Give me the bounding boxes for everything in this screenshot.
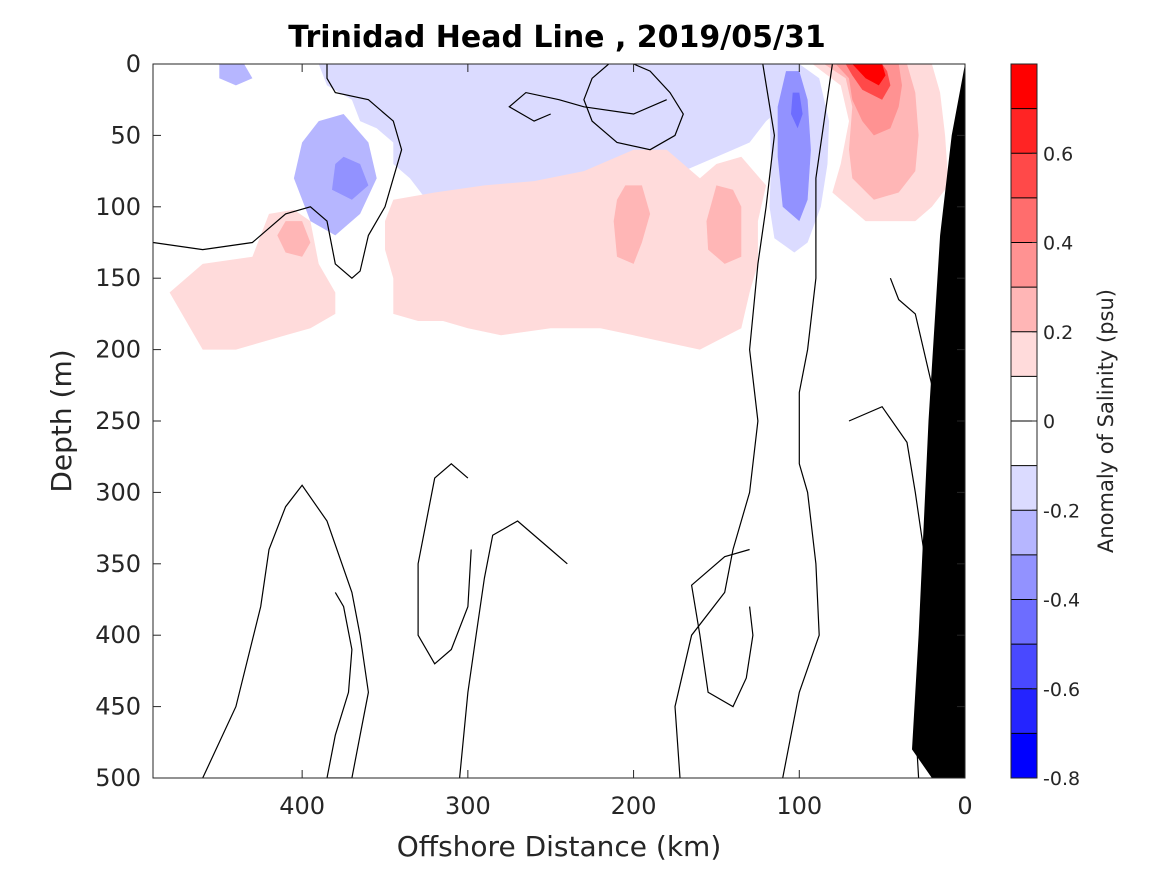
x-tick-label-0: 0 [957,792,972,820]
x-axis-label: Offshore Distance (km) [397,830,722,863]
colorbar-tick-label-5: 0.2 [1043,322,1073,344]
region-positive-anomaly-band-mid [385,149,767,350]
colorbar-label: Anomaly of Salinity (psu) [1094,289,1118,553]
zero-contour-0 [153,64,403,279]
colorbar-tick-label-2: -0.4 [1043,590,1080,612]
y-tick-label-350: 350 [95,550,141,578]
x-tick-label-400: 400 [279,792,325,820]
colorbar-swatch-11 [1011,242,1037,288]
region-positive-anomaly-coastal-core [852,64,886,86]
colorbar-swatch-1 [1011,688,1037,734]
region-positive-anomaly-band-mid-core-200 [613,185,651,264]
colorbar-swatch-0 [1011,733,1037,778]
colorbar-swatch-14 [1011,108,1037,154]
x-tick-label-200: 200 [611,792,657,820]
colorbar-swatch-9 [1011,331,1037,377]
colorbar-swatch-2 [1011,644,1037,689]
region-positive-anomaly-band-mid-core-150 [706,185,742,264]
region-positive-anomaly-west-tongue-core [277,221,311,257]
colorbar-swatch-6 [1011,465,1037,511]
y-tick-label-200: 200 [95,336,141,364]
zero-contour-8 [459,520,568,778]
region-negative-anomaly-coastal-jet-core [791,92,803,129]
colorbar-swatch-8 [1011,376,1037,421]
y-tick-label-50: 50 [110,121,141,149]
land-mask [912,64,965,778]
y-tick-label-150: 150 [95,264,141,292]
region-negative-anomaly-coastal-jet-inner [777,71,811,222]
zero-contour-4 [782,64,833,778]
colorbar-tick-label-4: 0 [1043,411,1055,433]
chart-title: Trinidad Head Line , 2019/05/31 [288,20,825,55]
colorbar-tick-label-7: 0.6 [1043,143,1073,165]
colorbar-swatch-3 [1011,599,1037,645]
y-tick-label-0: 0 [126,50,141,78]
colorbar-tick-label-3: -0.2 [1043,500,1080,522]
zero-contours [153,64,965,778]
y-tick-label-100: 100 [95,193,141,221]
y-axis-ticks: 0 50 100 150 200 250 300 350 400 450 500 [95,50,965,792]
colorbar-swatch-4 [1011,554,1037,600]
y-axis-label: Depth (m) [45,349,78,492]
colorbar-tick-label-0: -0.8 [1043,768,1080,790]
y-tick-label-500: 500 [95,764,141,792]
colorbar-swatch-10 [1011,287,1037,332]
colorbar-swatch-5 [1011,510,1037,555]
y-tick-label-250: 250 [95,407,141,435]
x-tick-label-300: 300 [445,792,491,820]
colorbar: -0.8 -0.6 -0.4 -0.2 0 0.2 0.4 0.6 [1010,63,1080,790]
zero-contour-2 [583,64,684,151]
colorbar-swatch-12 [1011,197,1037,243]
zero-contour-7 [690,548,754,708]
colorbar-tick-label-6: 0.4 [1043,233,1073,255]
colorbar-swatch-13 [1011,153,1037,198]
zero-contour-1 [508,91,667,122]
zero-contour-3 [674,64,776,778]
land-polygon [912,64,965,778]
zero-contour-9 [417,463,472,665]
x-tick-label-100: 100 [776,792,822,820]
colorbar-swatch-15 [1011,64,1037,109]
region-negative-anomaly-core-nw [219,64,253,86]
region-negative-anomaly-core-380-inner [332,156,369,200]
zero-contour-10 [202,484,370,778]
anomaly-regions [153,64,949,350]
colorbar-swatch-7 [1011,421,1037,466]
x-axis-ticks: 400 300 200 100 0 [279,64,973,820]
y-tick-label-450: 450 [95,693,141,721]
y-tick-label-400: 400 [95,621,141,649]
y-tick-label-300: 300 [95,478,141,506]
colorbar-tick-label-1: -0.6 [1043,679,1080,701]
